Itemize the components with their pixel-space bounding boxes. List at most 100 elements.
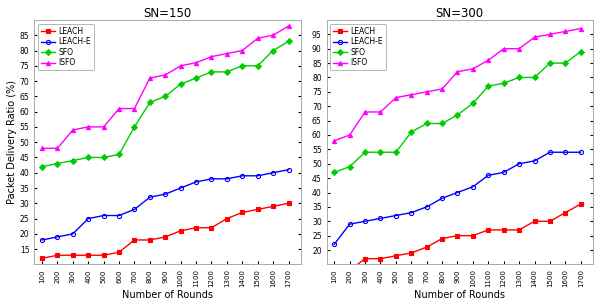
LEACH bbox=[115, 250, 122, 254]
Line: LEACH: LEACH bbox=[332, 202, 583, 275]
LEACH-E bbox=[239, 174, 246, 178]
SFO bbox=[454, 113, 461, 117]
LEACH-E bbox=[208, 177, 215, 181]
ISFO bbox=[547, 33, 554, 36]
SFO bbox=[562, 61, 569, 65]
SFO bbox=[223, 70, 230, 74]
ISFO bbox=[100, 125, 107, 129]
ISFO bbox=[193, 61, 200, 64]
LEACH bbox=[407, 251, 415, 255]
LEACH bbox=[562, 211, 569, 215]
Y-axis label: Packet Delivery Ratio (%): Packet Delivery Ratio (%) bbox=[7, 80, 17, 204]
SFO bbox=[69, 159, 76, 162]
SFO bbox=[38, 165, 46, 169]
LEACH bbox=[423, 245, 430, 249]
SFO bbox=[423, 122, 430, 125]
LEACH bbox=[177, 229, 184, 233]
LEACH bbox=[547, 220, 554, 223]
ISFO bbox=[115, 107, 122, 111]
LEACH-E bbox=[177, 186, 184, 190]
LEACH-E bbox=[38, 238, 46, 242]
LEACH bbox=[331, 271, 338, 275]
LEACH-E bbox=[423, 205, 430, 209]
ISFO bbox=[223, 52, 230, 55]
LEACH bbox=[285, 201, 292, 205]
LEACH bbox=[377, 257, 384, 261]
SFO bbox=[469, 102, 476, 105]
ISFO bbox=[285, 24, 292, 28]
ISFO bbox=[454, 70, 461, 74]
LEACH-E bbox=[392, 214, 400, 217]
ISFO bbox=[331, 139, 338, 142]
SFO bbox=[485, 84, 492, 88]
LEACH-E bbox=[85, 217, 92, 220]
SFO bbox=[254, 64, 262, 68]
LEACH bbox=[531, 220, 538, 223]
LEACH bbox=[54, 253, 61, 257]
LEACH bbox=[38, 256, 46, 260]
LEACH bbox=[146, 238, 154, 242]
Line: SFO: SFO bbox=[40, 39, 290, 169]
ISFO bbox=[254, 37, 262, 40]
LEACH-E bbox=[547, 150, 554, 154]
ISFO bbox=[146, 76, 154, 80]
ISFO bbox=[377, 110, 384, 114]
ISFO bbox=[177, 64, 184, 68]
ISFO bbox=[85, 125, 92, 129]
LEACH-E bbox=[331, 243, 338, 246]
LEACH-E bbox=[515, 162, 523, 165]
SFO bbox=[439, 122, 446, 125]
LEACH bbox=[193, 226, 200, 230]
LEACH bbox=[254, 208, 262, 211]
SFO bbox=[407, 130, 415, 134]
LEACH-E bbox=[285, 168, 292, 172]
LEACH bbox=[500, 228, 508, 232]
LEACH bbox=[239, 211, 246, 214]
X-axis label: Number of Rounds: Number of Rounds bbox=[122, 290, 213, 300]
LEACH-E bbox=[454, 191, 461, 194]
ISFO bbox=[423, 90, 430, 94]
ISFO bbox=[392, 96, 400, 99]
SFO bbox=[115, 153, 122, 156]
SFO bbox=[285, 40, 292, 43]
ISFO bbox=[577, 27, 584, 30]
ISFO bbox=[439, 87, 446, 91]
Line: LEACH: LEACH bbox=[40, 201, 290, 260]
LEACH-E bbox=[346, 222, 353, 226]
ISFO bbox=[562, 29, 569, 33]
SFO bbox=[515, 76, 523, 79]
SFO bbox=[146, 101, 154, 104]
LEACH bbox=[439, 237, 446, 240]
LEACH bbox=[361, 257, 368, 261]
LEACH-E bbox=[531, 159, 538, 163]
LEACH-E bbox=[361, 220, 368, 223]
SFO bbox=[161, 95, 169, 98]
Line: LEACH-E: LEACH-E bbox=[332, 150, 583, 246]
Title: SN=300: SN=300 bbox=[436, 7, 484, 20]
ISFO bbox=[208, 55, 215, 58]
LEACH-E bbox=[100, 214, 107, 217]
LEACH bbox=[392, 254, 400, 258]
LEACH bbox=[208, 226, 215, 230]
SFO bbox=[193, 76, 200, 80]
SFO bbox=[331, 170, 338, 174]
LEACH-E bbox=[146, 195, 154, 199]
Line: ISFO: ISFO bbox=[332, 26, 583, 143]
ISFO bbox=[131, 107, 138, 111]
LEACH bbox=[346, 268, 353, 272]
SFO bbox=[85, 156, 92, 159]
LEACH-E bbox=[485, 173, 492, 177]
LEACH bbox=[100, 253, 107, 257]
SFO bbox=[547, 61, 554, 65]
SFO bbox=[131, 125, 138, 129]
LEACH bbox=[161, 235, 169, 239]
LEACH-E bbox=[69, 232, 76, 236]
Line: ISFO: ISFO bbox=[40, 24, 290, 150]
ISFO bbox=[69, 128, 76, 132]
ISFO bbox=[500, 47, 508, 51]
LEACH-E bbox=[377, 216, 384, 220]
SFO bbox=[269, 49, 277, 52]
LEACH-E bbox=[562, 150, 569, 154]
LEACH bbox=[469, 234, 476, 238]
SFO bbox=[346, 165, 353, 169]
